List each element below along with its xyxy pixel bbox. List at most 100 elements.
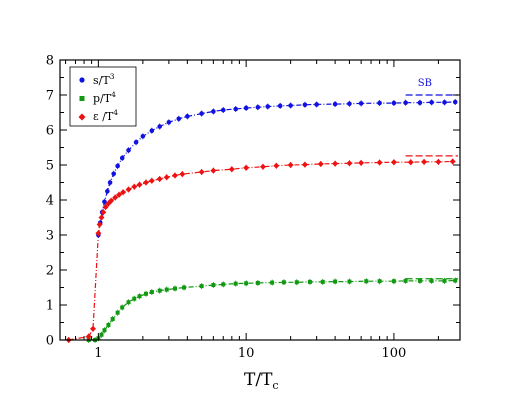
legend-label-p-sup: 4 xyxy=(111,90,116,99)
fit-curve-e xyxy=(68,160,453,341)
point-p xyxy=(453,278,458,283)
point-s xyxy=(417,100,423,105)
point-s xyxy=(185,114,190,119)
point-s xyxy=(255,104,261,110)
point-p xyxy=(442,278,447,283)
point-p xyxy=(211,283,216,288)
point-e xyxy=(332,160,339,167)
point-p xyxy=(333,279,338,284)
point-e xyxy=(287,162,294,168)
point-e xyxy=(346,160,353,167)
y-tick-label: 8 xyxy=(46,54,54,69)
point-p xyxy=(115,310,120,315)
point-s xyxy=(377,100,382,106)
point-e xyxy=(228,166,235,173)
legend-marker-s xyxy=(79,77,85,83)
point-e xyxy=(148,177,155,184)
point-p xyxy=(364,279,369,284)
point-s xyxy=(265,104,271,109)
point-p xyxy=(307,279,312,284)
point-p xyxy=(199,284,204,289)
point-p xyxy=(377,279,382,284)
point-p xyxy=(182,285,187,290)
point-e xyxy=(125,186,132,193)
point-s xyxy=(302,102,308,108)
point-p xyxy=(157,288,162,293)
point-e xyxy=(179,171,186,178)
point-p xyxy=(164,287,169,292)
y-tick-label: 4 xyxy=(46,194,54,209)
point-p xyxy=(126,300,131,305)
x-axis-title-main: T/T xyxy=(244,370,273,390)
point-e xyxy=(421,158,428,165)
point-e xyxy=(95,230,102,237)
point-s xyxy=(119,155,125,161)
point-e xyxy=(449,158,456,165)
point-s xyxy=(102,199,107,205)
sb-annotation: SB xyxy=(418,78,432,89)
point-e xyxy=(301,161,308,168)
point-e xyxy=(317,160,324,167)
point-e xyxy=(358,159,365,166)
point-e xyxy=(171,172,178,179)
point-e xyxy=(435,158,442,165)
legend-label-e-sup: 4 xyxy=(113,108,118,117)
point-p xyxy=(106,322,111,327)
point-e xyxy=(210,167,217,174)
point-s xyxy=(115,163,120,169)
legend-label-e-main: ε /T xyxy=(93,110,114,123)
point-p xyxy=(255,280,260,285)
point-s xyxy=(233,106,239,112)
point-p xyxy=(294,280,299,285)
point-s xyxy=(332,101,338,107)
point-s xyxy=(243,105,249,111)
point-p xyxy=(149,290,154,295)
point-s xyxy=(157,124,162,129)
point-s xyxy=(314,102,319,107)
point-e xyxy=(120,189,127,196)
point-e xyxy=(390,159,397,166)
point-s xyxy=(358,101,364,106)
y-tick-label: 6 xyxy=(46,124,54,139)
point-e xyxy=(163,174,170,181)
point-e xyxy=(273,162,280,169)
point-e xyxy=(102,204,109,210)
x-axis-ticks: 1 10 100 xyxy=(65,60,439,361)
legend: s/T3 p/T4 ε /T4 xyxy=(69,66,137,127)
legend-marker-e xyxy=(78,113,86,121)
point-p xyxy=(281,280,286,285)
x-tick-label: 100 xyxy=(382,346,407,361)
legend-marker-p xyxy=(79,96,85,101)
point-e xyxy=(407,159,414,166)
point-p xyxy=(429,278,434,283)
point-e xyxy=(376,159,383,166)
point-e xyxy=(198,169,205,175)
y-tick-label: 1 xyxy=(46,299,54,314)
point-e xyxy=(108,197,115,204)
point-p xyxy=(110,317,115,321)
x-tick-label: 10 xyxy=(238,346,255,361)
point-s xyxy=(403,100,408,105)
y-tick-label: 0 xyxy=(46,334,54,349)
point-e xyxy=(156,176,163,182)
point-s xyxy=(442,100,447,105)
point-s xyxy=(133,139,139,145)
point-p xyxy=(347,279,352,284)
point-p xyxy=(137,294,142,299)
point-s xyxy=(140,134,146,139)
legend-label-s-sup: 3 xyxy=(110,72,115,81)
point-s xyxy=(452,99,458,105)
y-axis-ticks: 0 1 2 3 4 5 6 7 8 xyxy=(46,54,460,349)
point-s xyxy=(126,148,131,153)
point-s xyxy=(199,111,204,116)
point-s xyxy=(211,109,216,114)
point-s xyxy=(277,103,283,109)
point-p xyxy=(143,291,148,296)
point-e xyxy=(100,209,107,216)
point-s xyxy=(107,180,113,185)
y-tick-label: 7 xyxy=(46,89,54,104)
legend-label-p-main: p/T xyxy=(93,92,112,105)
data-markers xyxy=(65,99,458,343)
point-p xyxy=(233,281,238,286)
